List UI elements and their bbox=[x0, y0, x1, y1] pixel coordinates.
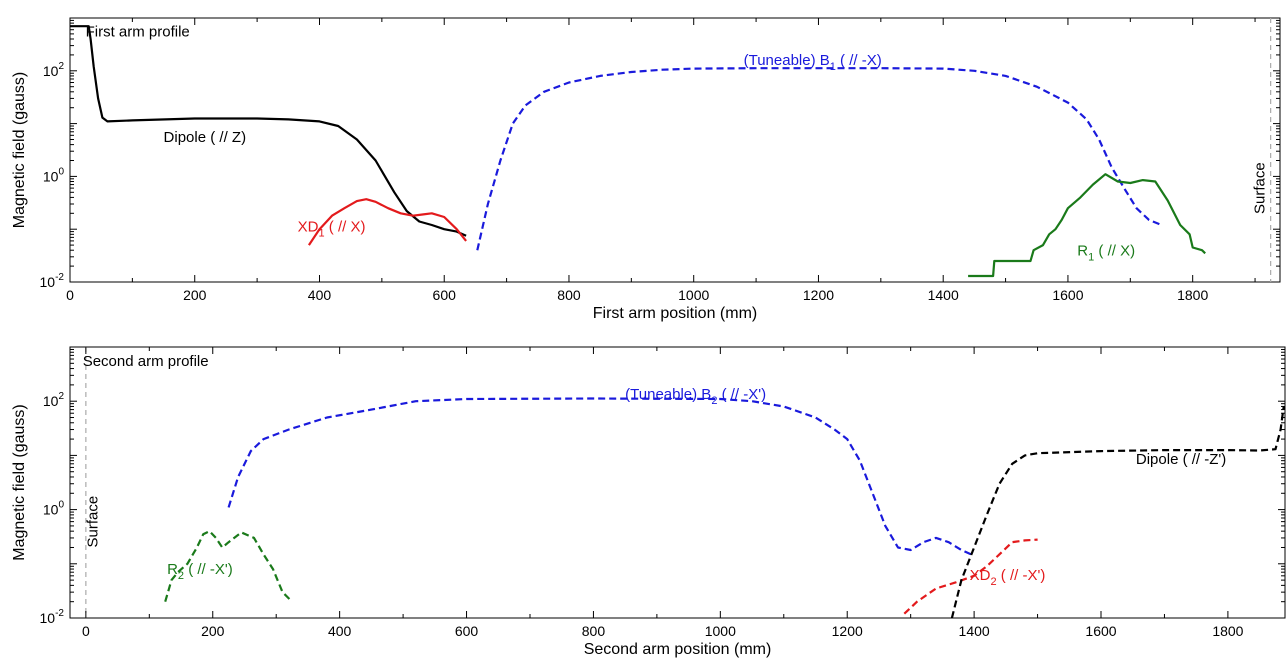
arm2-y-tick-label: 100 bbox=[43, 500, 65, 518]
arm2-x-tick-label: 1400 bbox=[959, 623, 990, 639]
arm1-series-line-1 bbox=[307, 198, 467, 246]
arm1-y-tick-label: 102 bbox=[43, 61, 65, 79]
arm2-series-line-1 bbox=[227, 397, 972, 556]
arm1-x-tick-label: 600 bbox=[433, 287, 457, 303]
arm1-y-axis-label: Magnetic field (gauss) bbox=[11, 72, 28, 229]
arm1-series-label-0: Dipole ( // Z) bbox=[164, 129, 247, 146]
second-arm-panel: 0 200 400 600 800 1000 1200 1400 1600 1800 10-2 100… bbox=[11, 346, 1286, 658]
arm1-series-line-3 bbox=[968, 173, 1206, 278]
arm2-x-axis-label: Second arm position (mm) bbox=[584, 641, 772, 658]
arm1-x-tick-label: 1400 bbox=[928, 287, 959, 303]
arm2-x-tick-label: 1600 bbox=[1085, 623, 1116, 639]
arm1-series-line-0 bbox=[70, 25, 467, 237]
arm2-y-tick-label: 10-2 bbox=[40, 608, 65, 626]
arm2-x-tick-label: 0 bbox=[82, 623, 90, 639]
arm2-profile-label: Second arm profile bbox=[83, 353, 209, 370]
arm1-series-label-1: XD1 ( // X) bbox=[298, 219, 366, 240]
first-arm-panel: 0 200 400 600 800 1000 1200 1400 1600 1800 10-2 100… bbox=[11, 17, 1281, 322]
arm2-series-line-2 bbox=[903, 538, 1038, 615]
arm1-x-axis-label: First arm position (mm) bbox=[593, 305, 757, 322]
arm1-series-line-2 bbox=[476, 67, 1162, 251]
arm1-surface-label: Surface bbox=[1251, 162, 1268, 214]
arm1-profile-label: First arm profile bbox=[86, 23, 190, 40]
arm1-axes-frame bbox=[69, 17, 1281, 283]
arm2-x-tick-label: 800 bbox=[582, 623, 606, 639]
arm1-x-tick-label: 1000 bbox=[678, 287, 709, 303]
arm2-x-tick-label: 400 bbox=[328, 623, 352, 639]
arm2-x-tick-label: 200 bbox=[201, 623, 225, 639]
arm2-x-tick-label: 1000 bbox=[705, 623, 736, 639]
arm2-axes-frame bbox=[69, 346, 1286, 619]
arm1-x-tick-label: 200 bbox=[183, 287, 207, 303]
arm2-series-line-3 bbox=[950, 406, 1285, 619]
arm1-y-tick-label: 10-2 bbox=[40, 272, 65, 290]
arm2-surface-label: Surface bbox=[84, 496, 101, 548]
arm1-x-tick-label: 1600 bbox=[1052, 287, 1083, 303]
arm1-x-tick-label: 400 bbox=[308, 287, 332, 303]
arm1-x-tick-label: 1200 bbox=[803, 287, 834, 303]
arm1-x-tick-label: 1800 bbox=[1177, 287, 1208, 303]
arm1-y-tick-label: 100 bbox=[43, 166, 65, 184]
arm1-x-tick-label: 0 bbox=[66, 287, 74, 303]
arm2-series-label-0: R2 ( // -X') bbox=[167, 561, 233, 582]
arm2-x-tick-label: 1200 bbox=[832, 623, 863, 639]
arm2-x-tick-label: 1800 bbox=[1212, 623, 1243, 639]
arm2-x-tick-label: 600 bbox=[455, 623, 479, 639]
arm2-y-axis-label: Magnetic field (gauss) bbox=[11, 404, 28, 561]
arm2-y-tick-label: 102 bbox=[43, 391, 65, 409]
arm1-x-tick-label: 800 bbox=[557, 287, 581, 303]
arm2-series-label-3: Dipole ( // -Z') bbox=[1136, 451, 1226, 468]
arm2-series-label-2: XD2 ( // -X') bbox=[970, 567, 1046, 588]
arm1-series-label-3: R1 ( // X) bbox=[1077, 242, 1135, 263]
arm1-series-label-2: (Tuneable) B1 ( // -X) bbox=[744, 52, 882, 73]
arm2-series-label-1: (Tuneable) B2 ( // -X') bbox=[625, 386, 766, 407]
arm2-series-line-0 bbox=[164, 530, 293, 603]
